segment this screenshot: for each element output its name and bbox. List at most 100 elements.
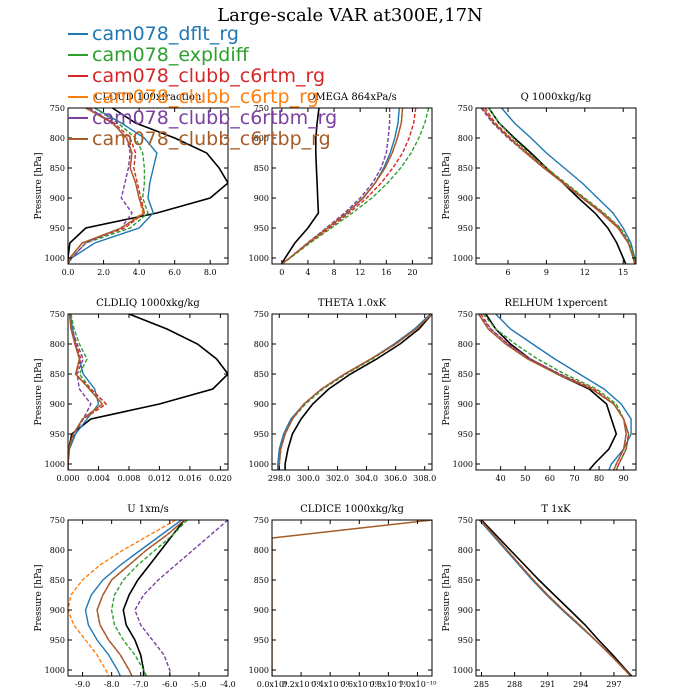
y-axis-label: Pressure [hPa] [442, 152, 452, 219]
y-tick-label: 950 [254, 430, 269, 439]
x-tick-label: 0.2x10⁻¹⁰ [282, 680, 320, 689]
y-tick-label: 750 [458, 310, 473, 319]
x-tick-label: 0.000 [57, 474, 80, 483]
legend-label: cam078_expldiff [92, 44, 250, 66]
y-tick-label: 900 [458, 194, 473, 203]
series-line-cam078_expldiff [482, 314, 630, 470]
x-tick-label: 50 [520, 474, 530, 483]
y-tick-label: 950 [50, 224, 65, 233]
x-tick-label: -8.0 [104, 680, 119, 689]
y-tick-label: 1000 [45, 666, 65, 675]
y-tick-label: 800 [458, 134, 473, 143]
series-line-cam078_expldiff [281, 108, 430, 264]
y-tick-label: 1000 [453, 666, 473, 675]
x-tick-label: 2.0 [97, 268, 110, 277]
series-line-cam078_expldiff [488, 108, 636, 264]
x-tick-label: 302.0 [326, 474, 349, 483]
series-line-cam078_clubb_c6rtp_rg [481, 108, 636, 264]
x-tick-label: 0.0 [62, 268, 75, 277]
legend-label: cam078_clubb_c6rtm_rg [92, 65, 325, 87]
legend-label: cam078_dflt_rg [92, 23, 239, 45]
plot-frame [475, 107, 637, 265]
x-tick-label: 60 [545, 474, 555, 483]
y-tick-label: 850 [50, 576, 65, 585]
x-tick-label: 0.008 [117, 474, 140, 483]
y-tick-label: 750 [254, 516, 269, 525]
x-tick-label: 308.0 [413, 474, 436, 483]
x-tick-label: 0.4x10⁻¹⁰ [311, 680, 349, 689]
series-line-cam078_clubb_c6rtbm_rg [134, 520, 228, 676]
legend-item-cam078_clubb_c6rtbm_rg: cam078_clubb_c6rtbm_rg [68, 107, 337, 129]
x-tick-label: 8 [331, 268, 336, 277]
y-tick-label: 950 [50, 430, 65, 439]
y-tick-label: 900 [458, 400, 473, 409]
panel-title: RELHUM 1xpercent [504, 298, 607, 309]
x-tick-label: 1.0x10⁻¹⁰ [398, 680, 436, 689]
y-tick-label: 900 [254, 606, 269, 615]
series-group [272, 520, 432, 676]
x-tick-label: 20 [407, 268, 417, 277]
y-tick-label: 750 [254, 310, 269, 319]
series-group [68, 314, 228, 470]
panel-title: OMEGA 864xPa/s [307, 92, 397, 103]
y-tick-label: 750 [50, 104, 65, 113]
x-tick-label: 285 [474, 680, 489, 689]
plot-frame [271, 107, 433, 265]
y-tick-label: 750 [458, 104, 473, 113]
series-line-cam078_clubb_c6rtbp_rg [272, 520, 432, 676]
x-tick-label: 12 [580, 268, 590, 277]
legend: cam078_dflt_rgcam078_expldiffcam078_club… [68, 23, 337, 150]
y-tick-label: 1000 [249, 254, 269, 263]
x-tick-label: 306.0 [384, 474, 407, 483]
y-tick-label: 800 [254, 340, 269, 349]
figure-title: Large-scale VAR at300E,17N [217, 5, 483, 26]
x-tick-label: 298.0 [268, 474, 291, 483]
panel-4: CLDLIQ 1000xkg/kg 0.000 0.004 0.008 0.012 0.0… [34, 298, 232, 483]
x-tick-label: 0.016 [178, 474, 201, 483]
series-line-cam078_clubb_c6rtbp_rg [278, 314, 432, 470]
x-tick-label: 6.0 [168, 268, 181, 277]
series-line-cam078_clubb_c6rtp_rg [68, 520, 176, 676]
series-line-cam078_dflt_rg [68, 108, 158, 264]
x-tick-label: 297 [606, 680, 621, 689]
x-tick-label: 90 [619, 474, 629, 483]
series-line-cam078_clubb_c6rtbp_rg [96, 520, 185, 676]
y-tick-label: 950 [458, 430, 473, 439]
y-tick-label: 800 [254, 134, 269, 143]
series-line-cam078_clubb_c6rtbp_rg [481, 108, 636, 264]
series-line-cam078_expldiff [68, 108, 149, 264]
plot-frame [271, 313, 433, 471]
series-line-black [122, 520, 186, 676]
panel-title: CLDLIQ 1000xkg/kg [96, 298, 200, 309]
series-line-black [68, 108, 228, 264]
y-tick-label: 900 [458, 606, 473, 615]
x-tick-label: 80 [594, 474, 604, 483]
x-tick-label: -5.0 [191, 680, 206, 689]
panel-2: OMEGA 864xPa/s 0 4 8 12 16 20 750 800 850 900 950 10… [249, 92, 433, 277]
series-line-black [488, 108, 627, 264]
legend-label: cam078_clubb_c6rtbm_rg [92, 107, 337, 129]
x-tick-label: 9 [544, 268, 549, 277]
x-tick-label: 300.0 [297, 474, 320, 483]
series-line-black [281, 108, 320, 264]
y-tick-label: 1000 [249, 460, 269, 469]
y-tick-label: 900 [254, 194, 269, 203]
panel-title: T 1xK [541, 504, 571, 515]
legend-item-cam078_clubb_c6rtm_rg: cam078_clubb_c6rtm_rg [68, 65, 325, 87]
x-tick-label: 4 [305, 268, 310, 277]
x-tick-label: 0.004 [87, 474, 110, 483]
y-tick-label: 800 [254, 546, 269, 555]
legend-item-cam078_clubb_c6rtp_rg: cam078_clubb_c6rtp_rg [68, 86, 319, 108]
x-tick-label: 12 [355, 268, 365, 277]
panel-9: T 1xK 285 288 291 294 297 750 800 850 900 950 1000 P… [442, 504, 637, 689]
x-tick-label: -6.0 [162, 680, 177, 689]
y-tick-label: 900 [50, 194, 65, 203]
series-group [277, 314, 432, 470]
y-axis-label: Pressure [hPa] [442, 358, 452, 425]
x-tick-label: 294 [573, 680, 588, 689]
y-tick-label: 950 [254, 636, 269, 645]
y-tick-label: 950 [254, 224, 269, 233]
x-tick-label: -4.0 [220, 680, 235, 689]
series-group [68, 520, 228, 676]
